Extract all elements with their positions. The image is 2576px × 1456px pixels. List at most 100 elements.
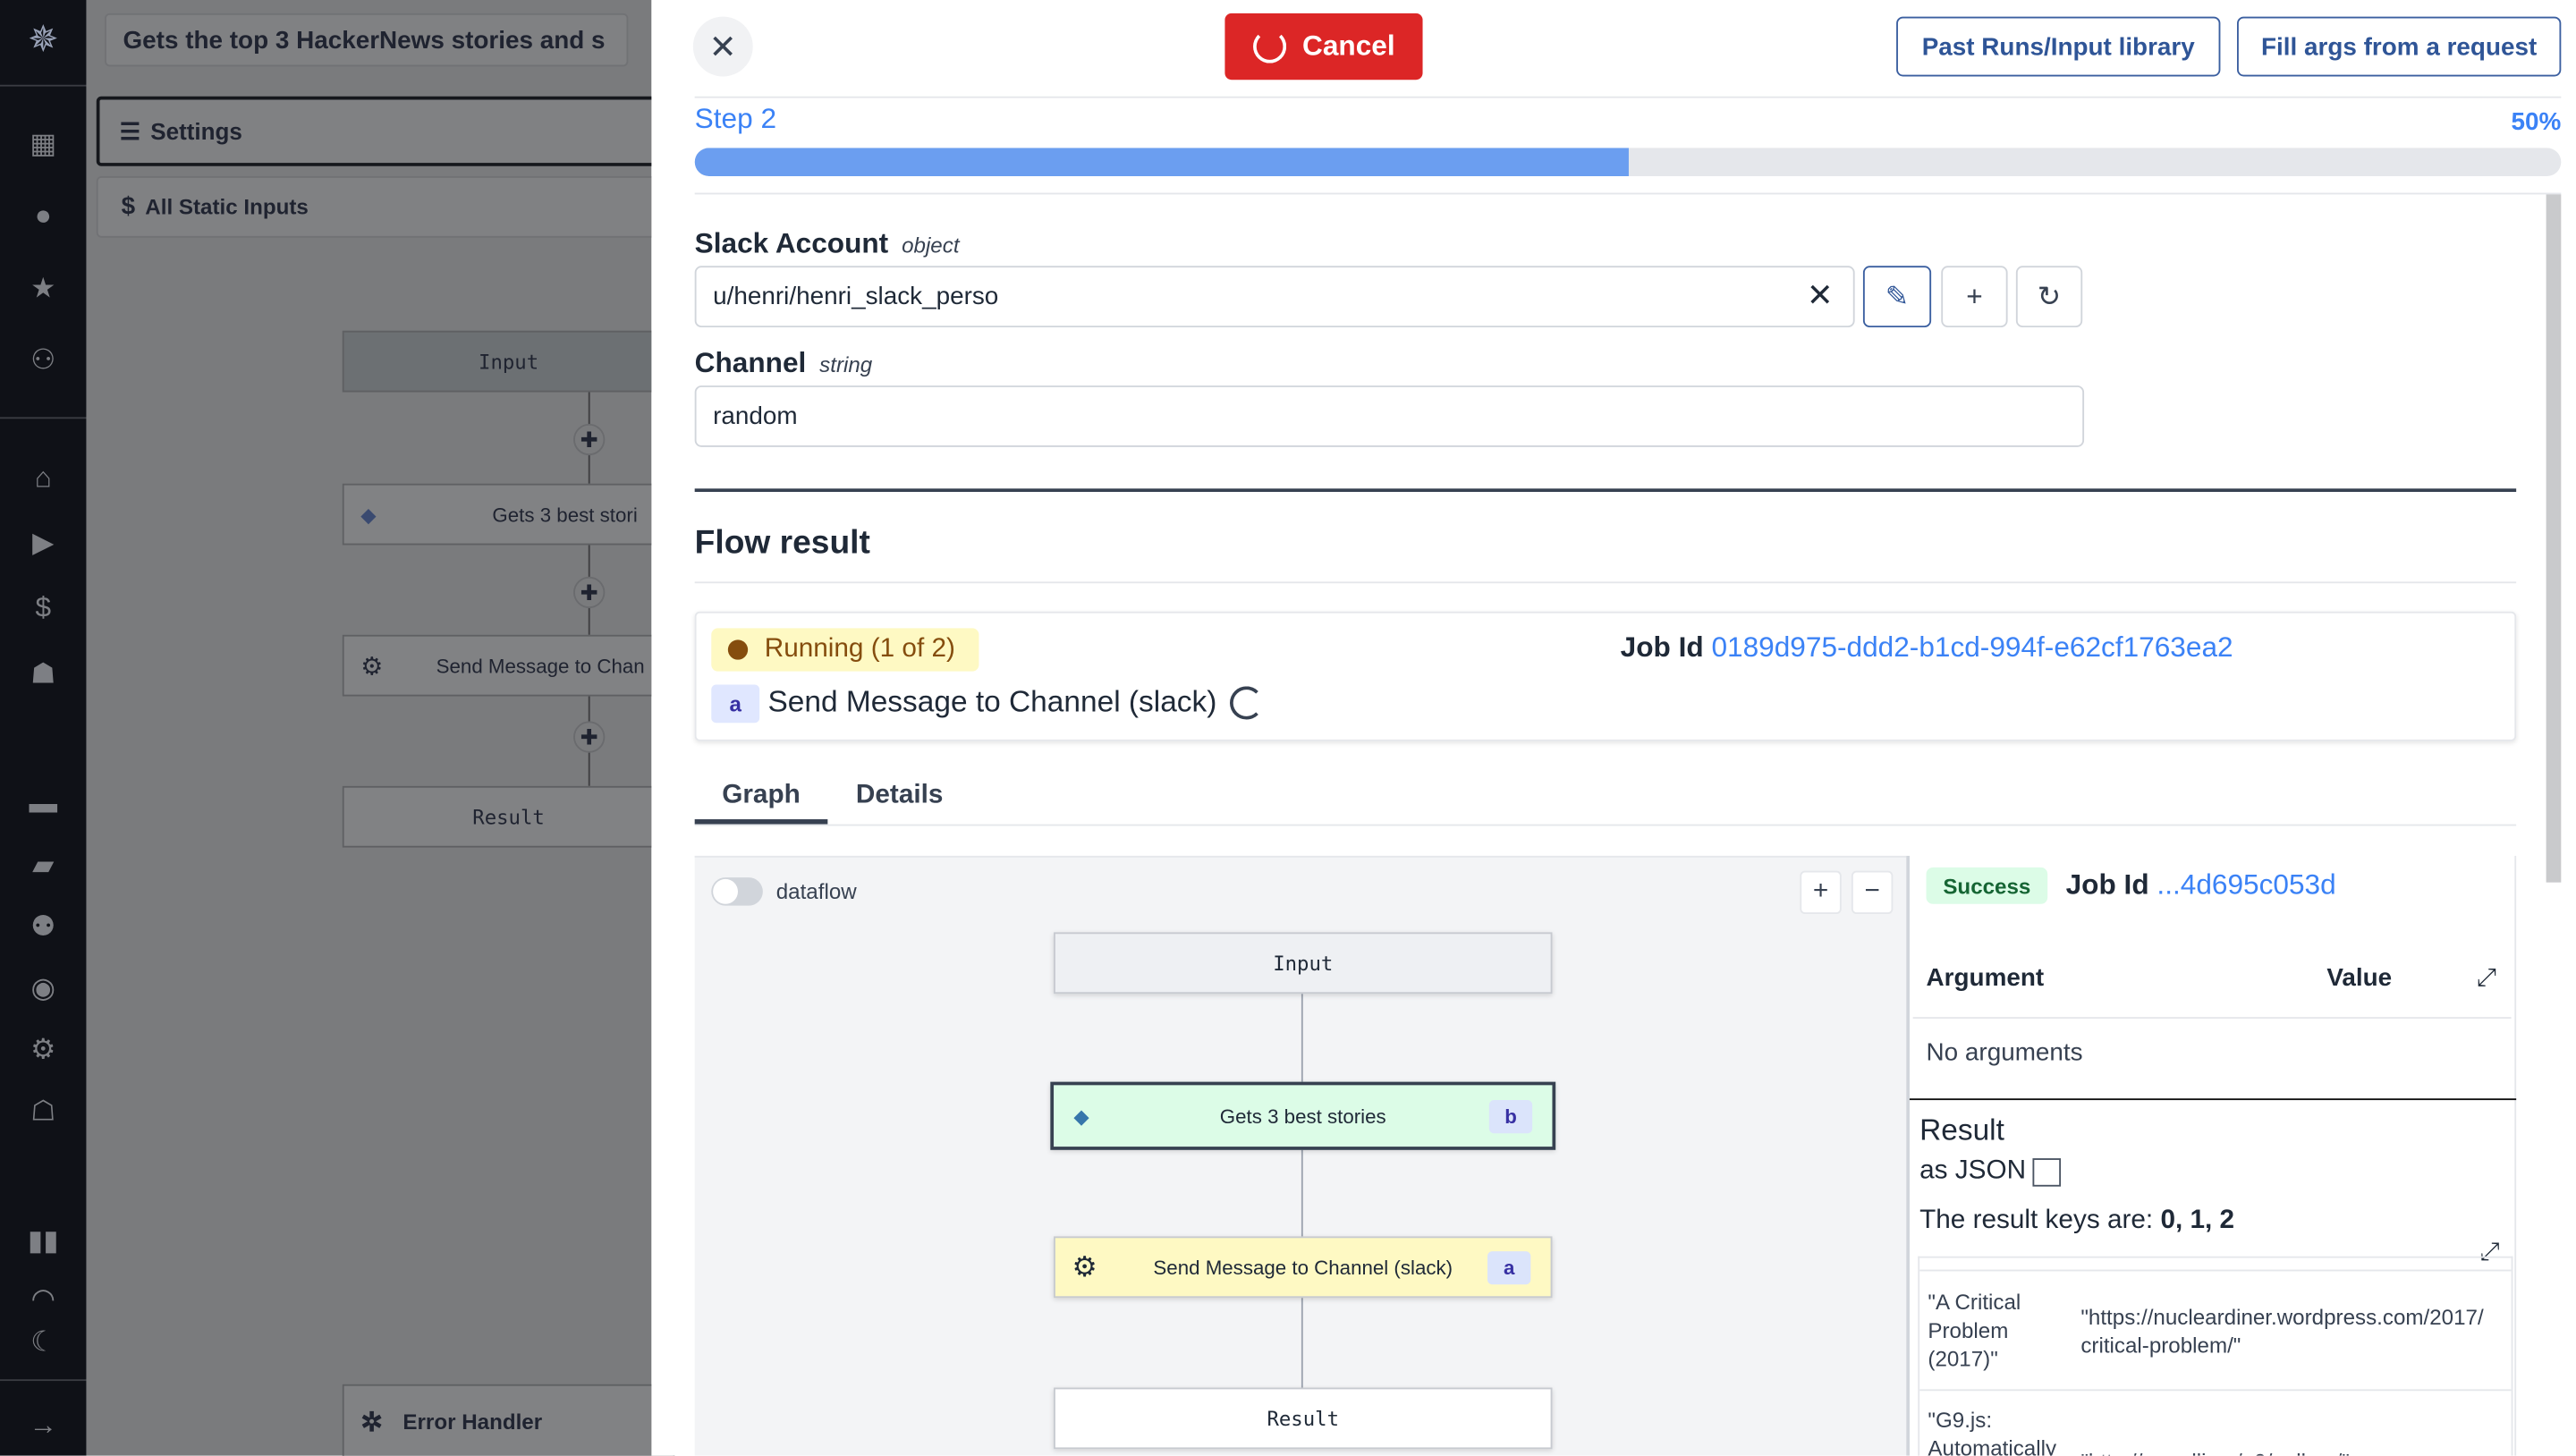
past-runs-button[interactable]: Past Runs/Input library	[1896, 16, 2221, 77]
divider	[694, 192, 2562, 195]
progress-bar	[694, 148, 2562, 176]
result-table: "A Critical Problem (2017)" "https://nuc…	[1918, 1256, 2513, 1456]
add-step-icon[interactable]: ✚	[573, 423, 606, 456]
divider	[694, 824, 2517, 826]
status-dot-icon	[727, 639, 749, 660]
home-icon[interactable]: ⌂	[34, 461, 52, 494]
step-letter-badge: a	[711, 684, 760, 724]
slack-account-input[interactable]: u/henri/henri_slack_perso ✕	[694, 266, 1855, 328]
divider	[0, 417, 87, 419]
plus-icon: +	[1966, 280, 1983, 312]
book-icon[interactable]: ▮▮	[27, 1224, 59, 1257]
spinner-icon	[1230, 685, 1264, 719]
no-arguments: No arguments	[1926, 1038, 2083, 1067]
flow-job-id: Job Id 0189d975-ddd2-b1cd-994f-e62cf1763…	[1620, 631, 2233, 664]
flow-result-title: Flow result	[694, 525, 870, 563]
refresh-button[interactable]: ↻	[2015, 266, 2083, 328]
divider	[0, 84, 87, 87]
moon-icon[interactable]: ☾	[30, 1325, 56, 1359]
progress-percent: 50%	[2511, 107, 2562, 137]
scrollbar[interactable]	[2546, 194, 2562, 883]
channel-input[interactable]: random	[694, 385, 2085, 447]
gear-icon[interactable]: ⚙	[30, 1033, 56, 1066]
calendar-icon[interactable]: ▬	[29, 787, 58, 820]
close-button[interactable]: ✕	[692, 16, 753, 77]
job-id-link[interactable]: 0189d975-ddd2-b1cd-994f-e62cf1763ea2	[1711, 631, 2233, 664]
job-id-link[interactable]: ...4d695c053d	[2157, 868, 2336, 902]
divider	[694, 581, 2517, 584]
node-step1[interactable]: ◆ Gets 3 best stori	[342, 483, 675, 546]
node-label: Send Message to Chan	[436, 654, 645, 678]
graph-node-result[interactable]: Result	[1054, 1387, 1553, 1450]
error-handler-item[interactable]: ✲ Error Handler	[342, 1384, 675, 1456]
arrow-right-icon[interactable]: →	[29, 1409, 58, 1441]
cancel-button[interactable]: Cancel	[1224, 13, 1423, 80]
windmill-logo-icon[interactable]: ✵	[28, 18, 59, 60]
user-icon[interactable]: ●	[34, 199, 52, 232]
divider	[1912, 1017, 2512, 1020]
gear-icon: ⚙	[360, 652, 384, 681]
channel-label: Channel string	[694, 347, 873, 379]
step-label: Step 2	[694, 103, 777, 135]
as-json-checkbox[interactable]	[2032, 1157, 2062, 1186]
graph-node-step2[interactable]: ⚙ Send Message to Channel (slack) a	[1054, 1236, 1553, 1299]
spinner-icon	[1252, 30, 1286, 63]
settings-label: Settings	[150, 117, 242, 145]
value-header: Value	[2326, 963, 2393, 993]
fill-args-label: Fill args from a request	[2261, 32, 2538, 61]
static-inputs-item[interactable]: $ All Static Inputs	[96, 175, 670, 238]
clear-icon[interactable]: ✕	[1806, 279, 1834, 315]
eye-icon[interactable]: ◉	[30, 971, 56, 1004]
expand-icon[interactable]: ⤢	[2476, 963, 2496, 993]
robot-icon[interactable]: ☖	[30, 1095, 56, 1127]
node-label: Input	[479, 350, 539, 374]
settings-item[interactable]: ☰ Settings	[96, 96, 670, 166]
flow-status-card	[694, 611, 2517, 741]
flow-summary-input[interactable]: Gets the top 3 HackerNews stories and s	[105, 13, 629, 67]
dataflow-label: dataflow	[775, 878, 857, 904]
discord-icon[interactable]: ◠	[30, 1282, 56, 1315]
node-job-id: Job Id ...4d695c053d	[2065, 868, 2336, 902]
node-result[interactable]: Result	[342, 785, 675, 848]
dollar-icon[interactable]: $	[35, 591, 52, 623]
close-icon: ✕	[708, 29, 737, 66]
tab-graph[interactable]: Graph	[694, 773, 828, 825]
graph-node-step1[interactable]: ◆ Gets 3 best stories b	[1050, 1081, 1556, 1150]
node-details-panel	[1906, 855, 2517, 1456]
running-step: Send Message to Channel (slack)	[767, 685, 1264, 720]
building-icon[interactable]: ▦	[30, 128, 57, 160]
edit-resource-button[interactable]: ✎	[1862, 266, 1932, 328]
star-icon[interactable]: ★	[30, 272, 56, 305]
add-step-icon[interactable]: ✚	[573, 721, 606, 753]
play-icon[interactable]: ▶	[32, 527, 55, 559]
users-cog-icon[interactable]: ⚉	[30, 910, 56, 943]
table-cell: "http://omrelli.ug/g9/gallery/"	[2080, 1447, 2511, 1455]
fill-args-button[interactable]: Fill args from a request	[2237, 16, 2562, 77]
node-step2[interactable]: ⚙ Send Message to Chan	[342, 634, 675, 697]
static-inputs-label: All Static Inputs	[145, 194, 309, 220]
zoom-out-button[interactable]: −	[1851, 870, 1894, 914]
step-letter-badge: b	[1488, 1100, 1533, 1134]
success-badge: Success	[1926, 867, 2048, 904]
python-icon: ◆	[1073, 1104, 1089, 1128]
type-hint: object	[902, 233, 960, 258]
dataflow-toggle[interactable]	[711, 877, 763, 906]
table-cell: "G9.js: Automatically	[1928, 1407, 2057, 1456]
expand-icon[interactable]: ⤢	[2479, 1238, 2500, 1266]
flow-summary: Gets the top 3 HackerNews stories and s	[123, 25, 606, 55]
tab-details[interactable]: Details	[855, 781, 944, 809]
folder-icon[interactable]: ▰	[32, 849, 55, 881]
divider	[0, 1379, 87, 1382]
result-keys: The result keys are: 0, 1, 2	[1919, 1206, 2235, 1235]
type-hint: string	[819, 351, 873, 377]
add-step-icon[interactable]: ✚	[573, 576, 606, 609]
add-resource-button[interactable]: +	[1941, 266, 2008, 328]
node-input[interactable]: Input	[342, 330, 675, 393]
cubes-icon[interactable]: ☗	[30, 657, 56, 690]
zoom-in-button[interactable]: +	[1800, 870, 1842, 914]
flow-editor-backdrop: Gets the top 3 HackerNews stories and s …	[86, 0, 675, 1456]
users-icon[interactable]: ⚇	[30, 343, 56, 376]
graph-node-input[interactable]: Input	[1054, 932, 1553, 995]
pencil-icon: ✎	[1885, 280, 1910, 312]
result-title: Result	[1919, 1113, 2004, 1147]
